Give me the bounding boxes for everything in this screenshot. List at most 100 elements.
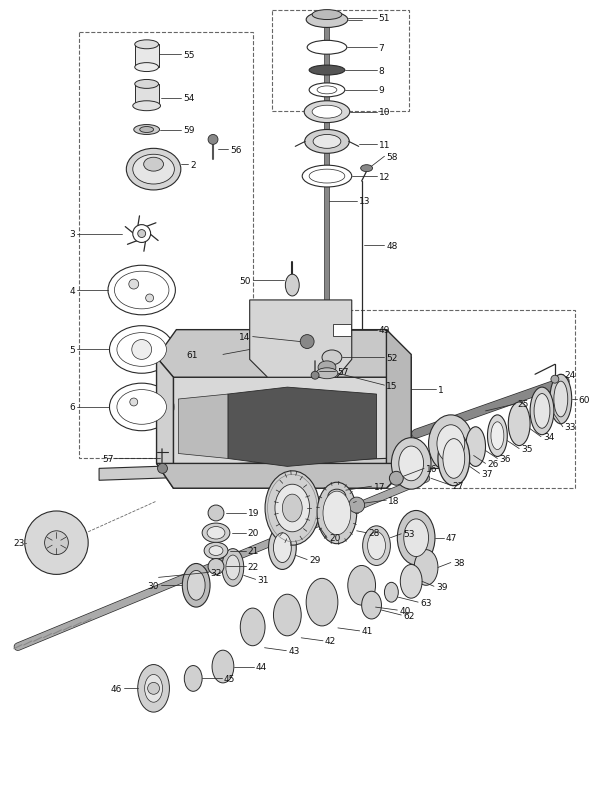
Circle shape (129, 280, 139, 290)
Text: 5: 5 (70, 346, 76, 354)
Ellipse shape (317, 87, 337, 95)
Ellipse shape (304, 131, 349, 154)
Text: 34: 34 (543, 432, 555, 442)
Ellipse shape (318, 362, 336, 375)
Circle shape (208, 136, 218, 145)
Polygon shape (135, 45, 159, 68)
Ellipse shape (323, 492, 351, 535)
Text: 43: 43 (289, 646, 300, 655)
Ellipse shape (137, 665, 169, 712)
Ellipse shape (550, 375, 572, 424)
Text: 41: 41 (362, 626, 373, 635)
Text: 57: 57 (337, 367, 348, 376)
Ellipse shape (309, 170, 345, 184)
Ellipse shape (304, 102, 350, 124)
Ellipse shape (554, 382, 568, 417)
Circle shape (25, 512, 88, 575)
Ellipse shape (204, 543, 228, 559)
Ellipse shape (187, 571, 205, 601)
Polygon shape (156, 330, 411, 378)
Polygon shape (250, 301, 352, 378)
Ellipse shape (491, 423, 504, 450)
Polygon shape (173, 358, 411, 488)
Text: 2: 2 (190, 160, 196, 169)
Ellipse shape (265, 472, 320, 545)
Ellipse shape (133, 102, 160, 111)
Circle shape (45, 531, 68, 555)
Ellipse shape (312, 10, 342, 21)
Ellipse shape (400, 565, 422, 598)
Ellipse shape (399, 447, 424, 481)
Text: 52: 52 (386, 354, 398, 363)
Text: 1: 1 (438, 385, 444, 394)
Ellipse shape (443, 439, 465, 479)
Ellipse shape (306, 13, 348, 28)
Text: 50: 50 (239, 276, 251, 286)
Circle shape (389, 472, 404, 486)
Text: 31: 31 (258, 575, 269, 584)
Ellipse shape (182, 564, 210, 607)
Polygon shape (99, 457, 441, 480)
Text: 61: 61 (186, 350, 198, 359)
Ellipse shape (240, 609, 265, 646)
Text: 17: 17 (373, 482, 385, 491)
Ellipse shape (202, 524, 230, 543)
Circle shape (208, 559, 224, 575)
Circle shape (132, 340, 152, 360)
Ellipse shape (322, 350, 342, 366)
Text: 20: 20 (329, 533, 340, 543)
Text: 21: 21 (248, 546, 259, 556)
Text: 55: 55 (183, 51, 195, 59)
Ellipse shape (316, 368, 338, 379)
Ellipse shape (309, 84, 345, 98)
Text: 44: 44 (255, 662, 267, 671)
Ellipse shape (302, 166, 352, 188)
Ellipse shape (385, 582, 398, 602)
Ellipse shape (268, 526, 296, 569)
Polygon shape (156, 464, 411, 488)
Ellipse shape (438, 431, 470, 486)
Text: 19: 19 (248, 508, 259, 518)
Ellipse shape (135, 63, 159, 72)
Ellipse shape (135, 80, 159, 89)
Text: 32: 32 (210, 568, 221, 577)
Ellipse shape (534, 394, 550, 429)
Ellipse shape (209, 546, 223, 556)
Text: 60: 60 (579, 395, 590, 404)
Text: 8: 8 (379, 67, 384, 75)
Circle shape (137, 230, 146, 238)
Text: 39: 39 (436, 582, 447, 591)
Text: 56: 56 (230, 146, 241, 155)
Ellipse shape (313, 136, 341, 149)
Text: 10: 10 (379, 108, 390, 117)
Text: 18: 18 (388, 496, 400, 505)
Text: 24: 24 (565, 371, 576, 379)
Text: 3: 3 (70, 229, 76, 239)
Circle shape (551, 376, 559, 383)
Circle shape (208, 505, 224, 521)
Text: 9: 9 (379, 87, 384, 95)
Text: 6: 6 (70, 403, 76, 412)
Ellipse shape (207, 527, 225, 540)
Text: 47: 47 (446, 533, 457, 543)
Ellipse shape (283, 495, 302, 522)
Text: 49: 49 (379, 326, 390, 334)
Text: 33: 33 (565, 423, 576, 431)
Circle shape (133, 225, 150, 243)
Polygon shape (156, 358, 173, 488)
Ellipse shape (428, 415, 473, 472)
Ellipse shape (275, 484, 310, 532)
Text: 30: 30 (147, 581, 159, 590)
Ellipse shape (117, 333, 166, 367)
Ellipse shape (368, 532, 385, 560)
Ellipse shape (133, 155, 175, 184)
Polygon shape (386, 330, 411, 488)
Ellipse shape (144, 158, 163, 172)
Ellipse shape (108, 266, 175, 315)
Text: 22: 22 (248, 562, 259, 571)
Ellipse shape (487, 415, 507, 457)
Ellipse shape (126, 149, 181, 191)
Ellipse shape (328, 489, 346, 504)
Ellipse shape (312, 106, 342, 119)
Text: 15: 15 (386, 381, 398, 390)
